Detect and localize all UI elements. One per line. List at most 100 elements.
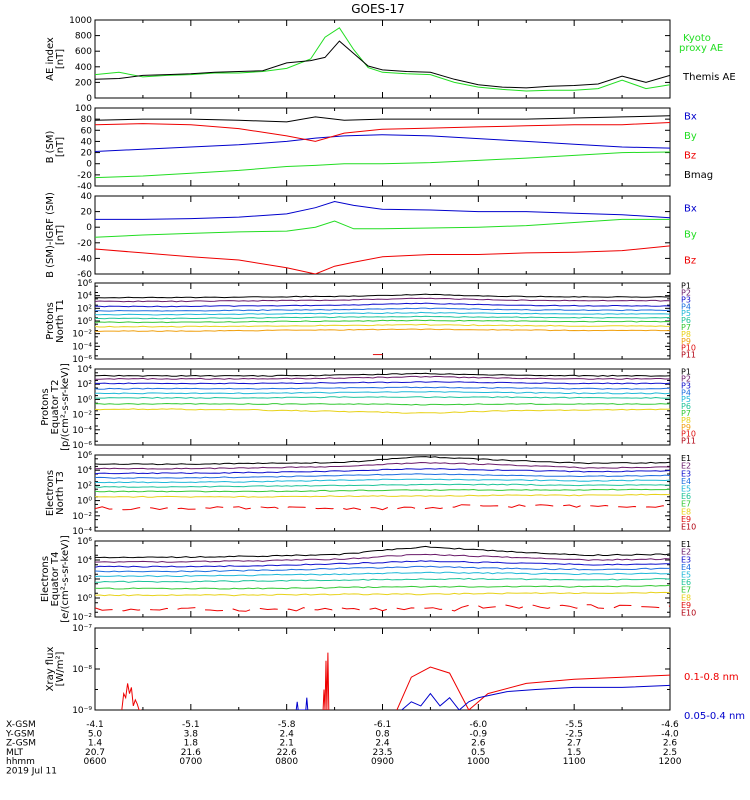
x-row-label: MLT xyxy=(6,748,24,758)
legend-item-e8: E8 xyxy=(681,593,691,602)
x-table-value: 0600 xyxy=(84,757,107,767)
legend-item-p9: P9 xyxy=(681,337,691,346)
y-axis-label: North T3 xyxy=(55,471,66,515)
legend-item-p10: P10 xyxy=(681,430,696,439)
series-group xyxy=(95,545,670,612)
x-table-value: -0.9 xyxy=(470,729,488,739)
panel-frame xyxy=(94,454,671,532)
legend-item-p4: P4 xyxy=(681,388,691,397)
legend-item-e5: E5 xyxy=(681,484,691,493)
series-group xyxy=(95,200,670,274)
y-tick-label: 20 xyxy=(81,208,93,218)
y-tick-label: 40 xyxy=(81,192,93,202)
legend-item-p9: P9 xyxy=(681,423,691,432)
y-tick-label: 10⁻² xyxy=(72,411,92,421)
series-e3 xyxy=(95,468,670,475)
x-table-value: 3.8 xyxy=(184,729,199,739)
y-tick-label: 10⁻⁶ xyxy=(72,441,92,451)
legend-item-by: By xyxy=(684,131,697,142)
legend-item-p5: P5 xyxy=(681,309,691,318)
x-table-value: 0800 xyxy=(275,757,298,767)
series-p6 xyxy=(95,315,670,320)
series-e4 xyxy=(95,565,670,573)
series-bmag xyxy=(95,115,670,123)
series-kyoto-proxy-ae xyxy=(95,27,670,92)
x-row-label: Z-GSM xyxy=(6,739,36,749)
y-tick-label: 10⁰ xyxy=(77,594,92,604)
y-axis-label: North T1 xyxy=(55,299,66,343)
series-group xyxy=(95,27,670,92)
series-e6 xyxy=(95,577,670,583)
y-tick-label: 10⁴ xyxy=(77,365,92,375)
legend-item-e10: E10 xyxy=(681,608,696,617)
x-table-value: -5.8 xyxy=(278,720,296,730)
legend-item-long-band: 0.1-0.8 nm xyxy=(684,672,739,683)
legend-item-p11: P11 xyxy=(681,437,696,446)
legend-item-bmag: Bmag xyxy=(684,170,713,181)
x-table-value: 23.5 xyxy=(372,748,392,758)
y-axis-label: B (SM) xyxy=(45,130,56,163)
series-bz xyxy=(95,122,670,142)
legend-item-e2: E2 xyxy=(681,462,691,471)
legend-item-e9: E9 xyxy=(681,515,691,524)
y-tick-label: 400 xyxy=(75,63,92,73)
x-table-value: 2.5 xyxy=(663,748,677,758)
y-tick-label: 10⁻⁴ xyxy=(72,527,92,537)
y-axis-label: Equator T2 xyxy=(50,380,61,435)
y-tick-label: 0 xyxy=(86,223,92,233)
y-tick-label: 10⁶ xyxy=(77,537,92,547)
legend-item-by: By xyxy=(684,230,697,241)
y-tick-label: 10⁻⁷ xyxy=(72,624,92,634)
series-by xyxy=(95,218,670,238)
y-axis-label: [nT] xyxy=(55,49,66,69)
legend-item-e6: E6 xyxy=(681,578,691,587)
y-tick-label: 10⁴ xyxy=(77,466,92,476)
y-tick-label: 10⁴ xyxy=(77,556,92,566)
legend-item-p7: P7 xyxy=(681,409,691,418)
series-p2 xyxy=(95,297,670,303)
y-axis-label: Electrons xyxy=(40,556,51,602)
x-table-value: 0700 xyxy=(179,757,202,767)
y-tick-label: 10⁻⁴ xyxy=(72,426,92,436)
legend-item-p6: P6 xyxy=(681,316,691,325)
legend-item-short-band: 0.05-0.4 nm xyxy=(684,711,745,722)
series-group xyxy=(95,456,670,511)
series-e8 xyxy=(95,493,670,498)
x-table-value: 1000 xyxy=(467,757,490,767)
y-axis-label: AE index xyxy=(45,37,56,81)
x-table-value: 2.7 xyxy=(567,739,581,749)
x-table-value: -4.1 xyxy=(86,720,104,730)
x-table-value: 2.4 xyxy=(375,739,390,749)
x-table-value: 0900 xyxy=(371,757,394,767)
y-tick-label: 60 xyxy=(81,126,93,136)
legend-item-p5: P5 xyxy=(681,395,691,404)
y-axis-label: Xray flux xyxy=(45,647,56,692)
legend-item-e5: E5 xyxy=(681,570,691,579)
y-axis-label: [nT] xyxy=(55,225,66,245)
series-p6 xyxy=(95,396,670,399)
y-tick-label: 800 xyxy=(75,32,92,42)
series-p9 xyxy=(95,328,670,332)
y-axis-label: Electrons xyxy=(45,470,56,516)
figure-title: GOES-17 xyxy=(351,2,405,16)
y-axis-label: Equator T4 xyxy=(50,552,61,607)
legend-item-e1: E1 xyxy=(681,454,691,463)
series-0-1-0-8-nm xyxy=(322,652,330,710)
x-table-value: 2.6 xyxy=(471,739,486,749)
y-tick-label: 10⁻² xyxy=(72,613,92,623)
series-e2 xyxy=(95,461,670,470)
series-e7 xyxy=(95,488,670,493)
legend-item-bz: Bz xyxy=(684,256,696,267)
x-table-value: 1100 xyxy=(563,757,586,767)
legend-item-e4: E4 xyxy=(681,563,691,572)
series-p5 xyxy=(95,390,670,395)
legend-item-e2: E2 xyxy=(681,548,691,557)
x-table-value: -5.1 xyxy=(182,720,200,730)
y-axis-label: Protons xyxy=(40,388,51,425)
x-table-value: -6.1 xyxy=(374,720,392,730)
y-tick-label: 10⁻⁴ xyxy=(72,342,92,352)
